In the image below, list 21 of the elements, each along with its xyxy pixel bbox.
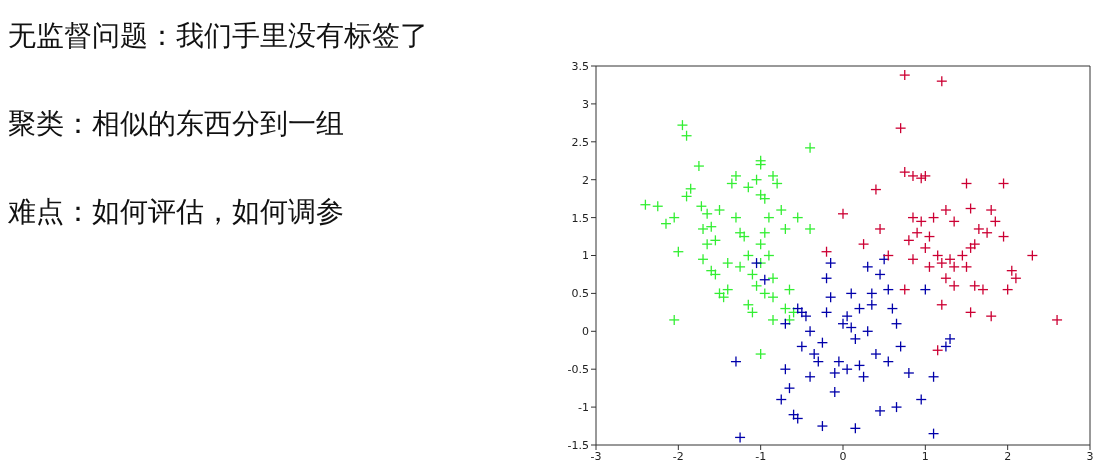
y-tick-label: 2 xyxy=(582,173,589,187)
x-tick-label: -1 xyxy=(755,449,767,463)
y-tick-label: -1.5 xyxy=(567,438,589,452)
x-tick-label: 0 xyxy=(839,449,847,463)
y-tick-label: 0 xyxy=(582,325,589,339)
x-tick-label: 1 xyxy=(921,449,929,463)
y-tick-label: 0.5 xyxy=(571,287,589,301)
x-tick-label: 3 xyxy=(1086,449,1094,463)
text: 难点：如何评估，如何调参 xyxy=(8,194,345,230)
y-tick-label: 3 xyxy=(582,97,589,111)
x-tick-label: -3 xyxy=(590,449,602,463)
text: 聚类：相似的东西分到一组 xyxy=(8,106,345,142)
x-tick-label: 2 xyxy=(1004,449,1012,463)
text: 无监督问题：我们手里没有标签了 xyxy=(8,18,428,54)
y-tick-label: 3.5 xyxy=(571,59,589,73)
y-tick-label: -1 xyxy=(578,401,589,415)
y-tick-label: 2.5 xyxy=(571,135,589,149)
y-tick-label: -0.5 xyxy=(567,363,589,377)
y-tick-label: 1 xyxy=(582,249,589,263)
x-tick-label: -2 xyxy=(672,449,684,463)
y-tick-label: 1.5 xyxy=(571,211,589,225)
